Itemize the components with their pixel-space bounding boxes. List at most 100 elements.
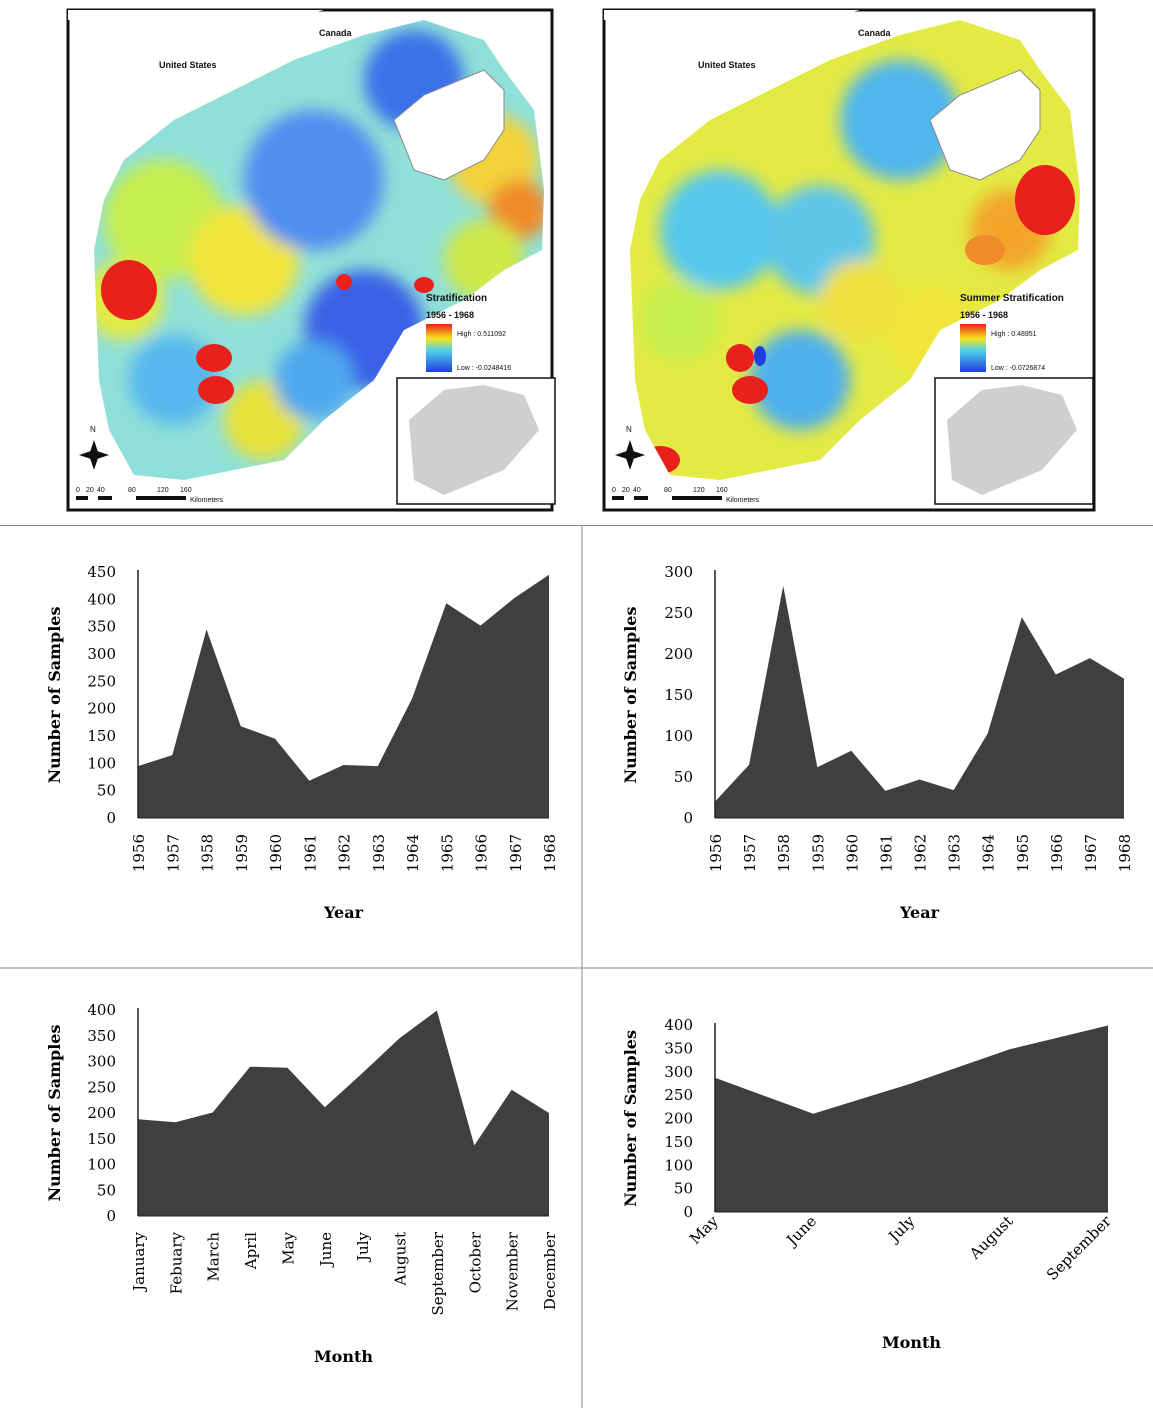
samples-by-month-chart: 0 50 100 150 200 250 300 350 400 January Febuary Ma…	[45, 1001, 559, 1366]
x-tick-label: 1964	[980, 834, 998, 872]
area-series	[138, 574, 549, 818]
x-tick-label: 1961	[877, 834, 895, 872]
y-tick-label: 250	[87, 672, 116, 690]
summer-stratification-map-panel: United States Canada Summer Stratificati…	[600, 0, 1100, 520]
x-tick-label: July	[884, 1212, 919, 1247]
y-tick-label: 200	[664, 645, 693, 663]
x-tick-label: 1964	[404, 834, 422, 872]
x-tick-label: Febuary	[167, 1231, 185, 1294]
y-tick-label: 400	[664, 1016, 693, 1034]
map-legend-low: Low : -0.0726874	[991, 365, 1045, 372]
y-axis-title: Number of Samples	[621, 1030, 640, 1207]
scale-bar: 0 20 40 80 120 160 Kilometers	[612, 487, 760, 504]
area-series	[715, 585, 1124, 818]
y-tick-label: 450	[87, 563, 116, 581]
x-tick-label: 1963	[370, 834, 388, 872]
svg-text:N: N	[90, 425, 96, 434]
y-tick-label: 300	[664, 563, 693, 581]
y-tick-label: 0	[683, 1203, 693, 1221]
x-tick-label: 1961	[301, 834, 319, 872]
area-series	[715, 1025, 1108, 1212]
x-tick-label: 1958	[199, 834, 217, 872]
x-tick-label: November	[504, 1231, 522, 1311]
y-tick-label: 150	[87, 1130, 116, 1148]
x-tick-label: 1959	[809, 834, 827, 872]
map-label-canada: Canada	[858, 28, 892, 38]
x-tick-label: 1965	[438, 834, 456, 872]
x-axis-title: Month	[882, 1333, 941, 1352]
x-tick-label: 1960	[843, 834, 861, 872]
svg-text:120: 120	[693, 487, 705, 494]
svg-text:Kilometers: Kilometers	[726, 497, 760, 504]
x-tick-label: 1958	[775, 834, 793, 872]
svg-text:40: 40	[97, 487, 105, 494]
x-tick-label: July	[354, 1231, 372, 1262]
x-axis-title: Year	[899, 903, 940, 922]
stratification-map: United States Canada Stratification 1956…	[64, 0, 559, 520]
svg-text:0: 0	[76, 487, 80, 494]
scale-bar: 0 20 40 80 120 160 Kilometers	[76, 487, 224, 504]
y-tick-label: 300	[664, 1063, 693, 1081]
svg-text:120: 120	[157, 487, 169, 494]
y-tick-label: 250	[87, 1078, 116, 1096]
map-legend-period: 1956 - 1968	[426, 310, 474, 320]
x-tick-label: October	[466, 1231, 484, 1293]
y-tick-label: 0	[106, 809, 116, 827]
x-tick-label: 1960	[267, 834, 285, 872]
x-axis-title: Month	[314, 1347, 373, 1366]
map-legend-title: Summer Stratification	[960, 293, 1064, 304]
svg-text:80: 80	[664, 487, 672, 494]
x-tick-label: 1965	[1014, 834, 1032, 872]
x-tick-label: 1966	[473, 834, 491, 872]
x-tick-label: 1966	[1048, 834, 1066, 872]
x-tick-label: 1962	[912, 834, 930, 872]
x-tick-label: May	[279, 1231, 297, 1264]
north-arrow-icon: N	[615, 425, 645, 470]
y-tick-label: 350	[87, 618, 116, 636]
x-tick-label: September	[1043, 1212, 1115, 1284]
map-legend-low: Low : -0.0248416	[457, 365, 511, 372]
x-tick-label: 1967	[1082, 834, 1100, 872]
map-legend-high: High : 0.48951	[991, 331, 1037, 338]
y-tick-label: 200	[87, 1104, 116, 1122]
y-tick-label: 300	[87, 645, 116, 663]
y-tick-label: 100	[87, 754, 116, 772]
y-tick-label: 0	[106, 1207, 116, 1225]
summer-samples-by-year-chart: 0 50 100 150 200 250 300 1956 1957 1958 1959 1960 19…	[621, 563, 1134, 922]
x-tick-label: August	[965, 1212, 1016, 1263]
x-tick-label: April	[242, 1232, 260, 1270]
x-tick-label: January	[130, 1231, 148, 1292]
x-tick-label: 1968	[541, 834, 559, 872]
map-label-united-states: United States	[698, 60, 756, 70]
y-tick-label: 200	[664, 1110, 693, 1128]
y-tick-label: 150	[664, 1133, 693, 1151]
map-legend-period: 1956 - 1968	[960, 310, 1008, 320]
y-tick-label: 100	[664, 1156, 693, 1174]
summer-stratification-map: United States Canada Summer Stratificati…	[600, 0, 1100, 520]
x-tick-label: 1959	[233, 834, 251, 872]
x-tick-label: 1968	[1116, 834, 1134, 872]
map-label-united-states: United States	[159, 60, 217, 70]
y-tick-label: 100	[664, 727, 693, 745]
map-label-canada: Canada	[319, 28, 353, 38]
y-axis-title: Number of Samples	[45, 607, 64, 784]
map-legend-high: High : 0.511092	[457, 331, 506, 338]
x-tick-label: 1956	[707, 834, 725, 872]
y-tick-label: 400	[87, 1001, 116, 1019]
x-tick-label: September	[429, 1231, 447, 1315]
x-tick-label: 1962	[336, 834, 354, 872]
x-tick-label: 1967	[507, 834, 525, 872]
svg-text:160: 160	[716, 487, 728, 494]
x-axis-title: Year	[323, 903, 364, 922]
samples-by-year-chart: 0 50 100 150 200 250 300 350 400 450 1956 1957 1958 1…	[45, 563, 559, 922]
svg-text:160: 160	[180, 487, 192, 494]
y-tick-label: 350	[664, 1039, 693, 1057]
y-tick-label: 50	[674, 768, 693, 786]
stratification-map-panel: United States Canada Stratification 1956…	[64, 0, 559, 520]
svg-text:40: 40	[633, 487, 641, 494]
y-axis-title: Number of Samples	[621, 607, 640, 784]
y-tick-label: 250	[664, 604, 693, 622]
y-tick-label: 250	[664, 1086, 693, 1104]
y-tick-label: 50	[674, 1180, 693, 1198]
